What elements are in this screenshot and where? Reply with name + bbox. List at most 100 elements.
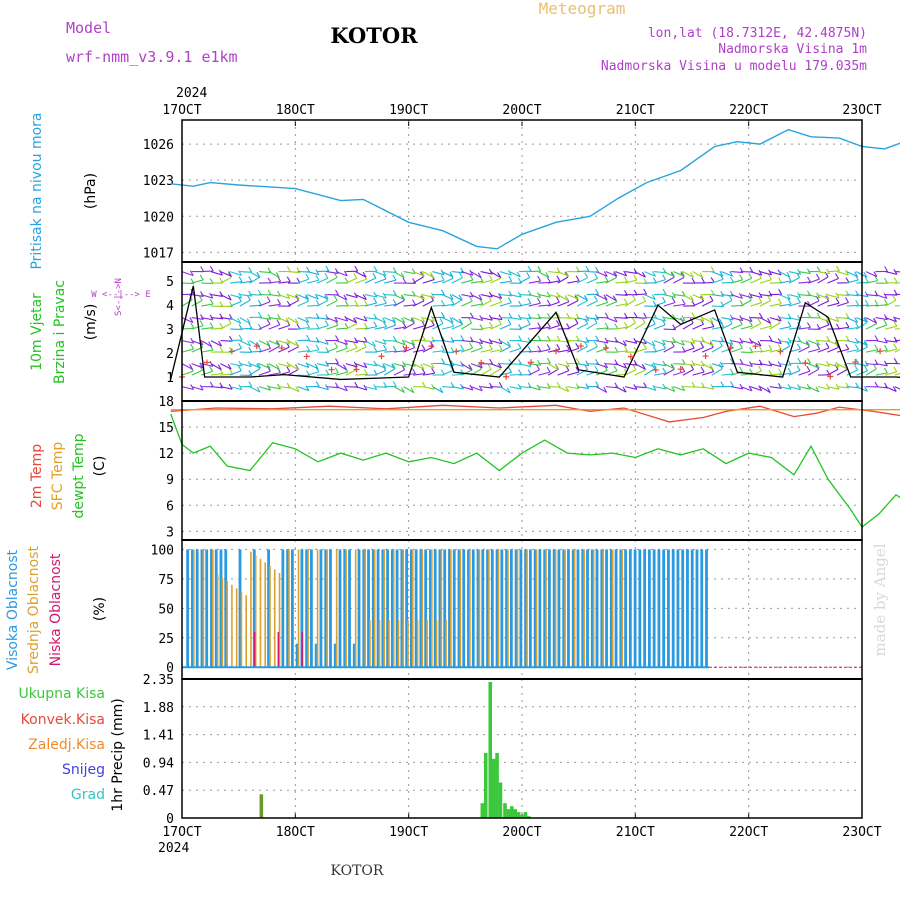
wind-barb — [393, 326, 406, 330]
wind-barb-flag — [382, 321, 387, 328]
wind-barb-flag — [324, 339, 329, 345]
wind-barb-flag — [227, 294, 232, 301]
wind-barb-flag — [738, 342, 743, 349]
wind-barb-flag — [344, 322, 349, 329]
wind-barb-flag — [306, 266, 311, 273]
wind-barb-flag — [440, 289, 445, 295]
wind-barb — [345, 369, 357, 376]
wind-barb-flag — [402, 277, 407, 284]
wind-barb-flag — [718, 340, 723, 347]
wind-barb — [798, 386, 811, 390]
wind-barb — [480, 348, 493, 353]
wind-barb-flag — [758, 346, 763, 352]
wind-barb-flag — [845, 277, 850, 283]
pressure-line — [170, 128, 900, 250]
wind-barb-flag — [806, 340, 810, 346]
wind-barb-flag — [614, 382, 619, 389]
wind-barb — [798, 271, 811, 275]
wind-barb — [230, 339, 243, 342]
wind-barb-flag — [883, 293, 888, 299]
wind-barb — [442, 386, 455, 388]
wind-barb — [673, 276, 685, 284]
wind-barb-flag — [845, 269, 850, 276]
wind-barb-flag — [613, 365, 618, 372]
wind-barb — [509, 271, 521, 278]
wind-barb-flag — [315, 381, 320, 387]
wind-barb — [576, 363, 589, 367]
wind-barb-flag — [691, 381, 696, 388]
wind-barb — [894, 328, 900, 330]
wind-barb-flag — [536, 297, 541, 304]
wind-barb — [615, 303, 628, 307]
wind-barb-flag — [874, 344, 879, 351]
precip-y-tick: 1.88 — [143, 701, 174, 716]
wind-barb — [442, 303, 455, 307]
wind-barb — [634, 322, 646, 330]
wind-barb — [451, 386, 464, 390]
mid-cloud-bar — [469, 549, 471, 668]
wind-barb-flag — [623, 362, 628, 369]
wind-barb-flag — [527, 265, 532, 272]
wind-barb-flag — [440, 358, 445, 364]
wind-barb-flag — [295, 341, 299, 347]
mid-cloud-bar — [231, 584, 233, 668]
wind-barb-flag — [892, 386, 897, 392]
wind-barb — [470, 347, 483, 353]
mid-cloud-bar — [564, 549, 566, 668]
wind-barb — [422, 340, 435, 343]
mid-cloud-bar — [535, 549, 538, 668]
wind-barb-flag — [344, 315, 349, 322]
x-tick-bottom: 23OCT — [842, 825, 881, 840]
wind-barb-flag — [227, 363, 232, 370]
wind-barb — [393, 350, 406, 353]
wind-barb — [836, 302, 849, 307]
wind-barb — [268, 372, 281, 376]
wind-barb — [470, 363, 483, 369]
wind-barb — [307, 371, 319, 376]
wind-gust-marker — [553, 348, 559, 355]
wind-barb — [287, 363, 299, 371]
mid-cloud-bar — [373, 549, 376, 668]
wind-barb-flag — [631, 294, 636, 301]
high-cloud-bar — [481, 549, 485, 668]
wind-barb — [210, 271, 223, 276]
wind-barb-flag — [796, 343, 801, 350]
wind-barb-flag — [691, 312, 696, 318]
precip-bar — [259, 794, 264, 818]
wind-barb — [740, 363, 753, 368]
wind-barb-flag — [335, 335, 339, 341]
wind-barb-flag — [864, 316, 868, 323]
low-cloud-bar — [277, 631, 280, 668]
wind-barb-flag — [411, 316, 416, 323]
wind-barb — [422, 271, 434, 278]
wind-barb-flag — [757, 340, 762, 347]
wind-barb-flag — [748, 316, 753, 322]
wind-barb-flag — [546, 357, 551, 364]
wind-barb-flag — [334, 367, 339, 374]
wind-barb — [268, 303, 281, 307]
high-cloud-bar — [509, 549, 513, 668]
wind-barb — [692, 363, 705, 367]
wind-barb — [210, 294, 223, 297]
wind-barb — [721, 323, 733, 330]
wind-barb — [335, 317, 348, 322]
wind-barb-flag — [661, 296, 666, 303]
wind-barb-flag — [412, 368, 416, 374]
wind-barb — [326, 324, 339, 330]
wind-barb-flag — [537, 322, 542, 328]
wind-barb-flag — [362, 341, 367, 348]
wind-barb — [335, 371, 348, 376]
wind-barb-flag — [392, 381, 397, 387]
wind-barb — [528, 350, 541, 353]
wind-barb — [673, 294, 686, 297]
wind-barb — [538, 348, 551, 353]
wind-barb-flag — [335, 358, 339, 364]
wind-barb-flag — [430, 362, 435, 369]
wind-barb-flag — [468, 364, 473, 371]
mid-cloud-bar — [383, 549, 386, 668]
wind-barb-flag — [689, 272, 694, 278]
wind-barb — [615, 340, 627, 347]
wind-barb — [287, 368, 299, 376]
wind-barb — [576, 345, 588, 353]
wind-barb — [817, 300, 829, 307]
